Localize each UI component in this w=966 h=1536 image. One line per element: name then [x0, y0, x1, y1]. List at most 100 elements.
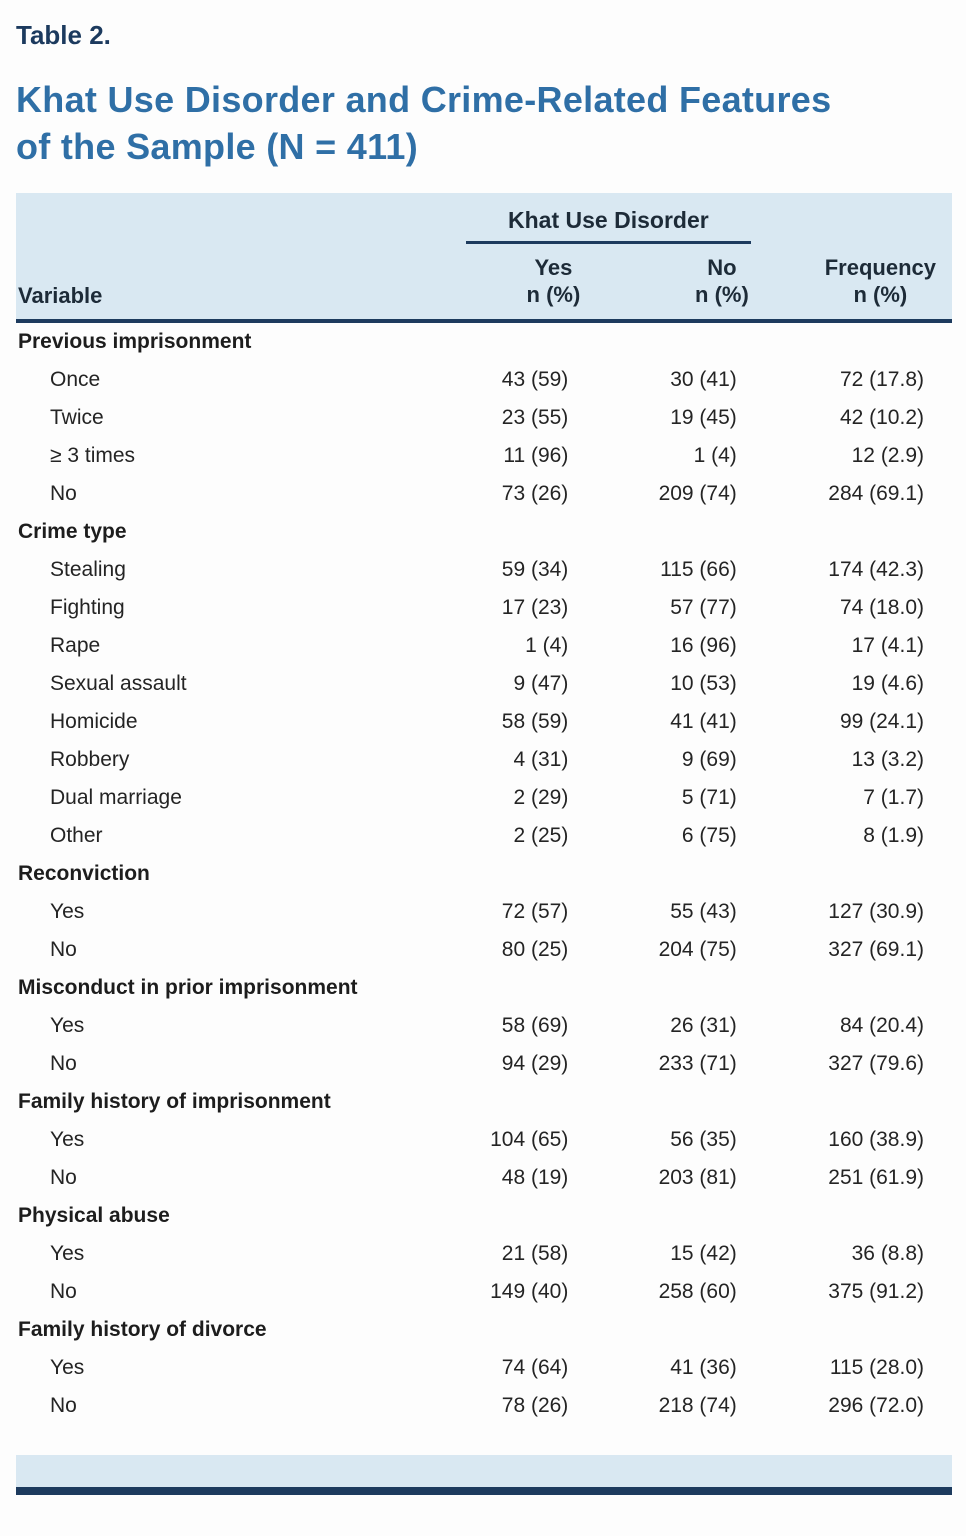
row-label: Yes [50, 1127, 85, 1151]
section-header-row: Crime type [16, 513, 952, 551]
no-value: 16 (96) [670, 633, 737, 657]
row-label: Stealing [50, 557, 126, 581]
yes-value: 11 (96) [503, 443, 569, 467]
frequency-value: 99 (24.1) [839, 709, 924, 733]
table-row: Sexual assault 9 (47) 10 (53) 19 (4.6) [16, 665, 952, 703]
no-value: 6 (75) [681, 823, 737, 847]
yes-value: 43 (59) [501, 367, 569, 391]
row-label: Other [50, 823, 103, 847]
row-label: No [50, 1165, 77, 1189]
yes-value: 23 (55) [501, 405, 569, 429]
table-row: Robbery 4 (31) 9 (69) 13 (3.2) [16, 741, 952, 779]
no-value: 30 (41) [670, 367, 737, 391]
section-title: Family history of imprisonment [18, 1089, 331, 1113]
no-value: 19 (45) [670, 405, 737, 429]
column-header-no-line2: n (%) [695, 282, 749, 308]
no-value: 5 (71) [681, 785, 737, 809]
frequency-value: 84 (20.4) [839, 1013, 924, 1037]
yes-value: 9 (47) [513, 671, 569, 695]
frequency-value: 12 (2.9) [851, 443, 924, 467]
table-row: No 94 (29) 233 (71) 327 (79.6) [16, 1045, 952, 1083]
statistics-table: Khat Use Disorder Variable Yes n (%) No … [16, 192, 952, 1425]
frequency-value: 74 (18.0) [839, 595, 924, 619]
no-value: 15 (42) [670, 1241, 737, 1265]
row-label: Twice [50, 405, 104, 429]
table-row: Homicide 58 (59) 41 (41) 99 (24.1) [16, 703, 952, 741]
no-value: 209 (74) [658, 481, 737, 505]
no-value: 55 (43) [670, 899, 737, 923]
no-value: 1 (4) [693, 443, 737, 467]
frequency-value: 72 (17.8) [839, 367, 924, 391]
table-row: Fighting 17 (23) 57 (77) 74 (18.0) [16, 589, 952, 627]
no-value: 26 (31) [670, 1013, 737, 1037]
section-title: Family history of divorce [18, 1317, 267, 1341]
row-label: Yes [50, 1241, 85, 1265]
no-value: 203 (81) [658, 1165, 737, 1189]
frequency-value: 17 (4.1) [851, 633, 924, 657]
row-label: Homicide [50, 709, 138, 733]
column-header-frequency-line2: n (%) [853, 282, 908, 308]
row-label: Yes [50, 1355, 85, 1379]
frequency-value: 8 (1.9) [863, 823, 924, 847]
yes-value: 2 (29) [513, 785, 569, 809]
yes-value: 1 (4) [525, 633, 569, 657]
row-label: Fighting [50, 595, 125, 619]
frequency-value: 13 (3.2) [851, 747, 924, 771]
column-header-no: No n (%) [596, 243, 765, 323]
table-row: No 80 (25) 204 (75) 327 (69.1) [16, 931, 952, 969]
yes-value: 104 (65) [490, 1127, 569, 1151]
table-footer-rule [16, 1486, 952, 1495]
yes-value: 2 (25) [513, 823, 569, 847]
frequency-value: 115 (28.0) [829, 1355, 924, 1379]
no-value: 57 (77) [670, 595, 737, 619]
frequency-value: 127 (30.9) [828, 899, 924, 923]
bottom-gap [16, 1425, 952, 1455]
column-header-frequency: Frequency n (%) [764, 243, 952, 323]
frequency-value: 36 (8.8) [851, 1241, 924, 1265]
frequency-value: 284 (69.1) [828, 481, 924, 505]
row-label: Sexual assault [50, 671, 187, 695]
table-row: No 149 (40) 258 (60) 375 (91.2) [16, 1273, 952, 1311]
section-title: Reconviction [18, 861, 150, 885]
table-row: Rape 1 (4) 16 (96) 17 (4.1) [16, 627, 952, 665]
no-value: 41 (41) [670, 709, 737, 733]
no-value: 115 (66) [660, 557, 737, 581]
column-header-row: Variable Yes n (%) No n (%) Frequency [16, 243, 952, 323]
row-label: Rape [50, 633, 101, 657]
row-label: No [50, 1051, 77, 1075]
frequency-value: 174 (42.3) [828, 557, 924, 581]
table-row: Dual marriage 2 (29) 5 (71) 7 (1.7) [16, 779, 952, 817]
table-row: Other 2 (25) 6 (75) 8 (1.9) [16, 817, 952, 855]
frequency-value: 375 (91.2) [828, 1279, 924, 1303]
row-label: No [50, 481, 77, 505]
column-header-frequency-line1: Frequency [824, 254, 936, 280]
row-label: Dual marriage [50, 785, 182, 809]
frequency-value: 160 (38.9) [828, 1127, 924, 1151]
yes-value: 72 (57) [501, 899, 569, 923]
table-row: ≥ 3 times 11 (96) 1 (4) 12 (2.9) [16, 437, 952, 475]
yes-value: 94 (29) [501, 1051, 569, 1075]
no-value: 9 (69) [681, 747, 737, 771]
section-header-row: Family history of divorce [16, 1311, 952, 1349]
frequency-value: 7 (1.7) [863, 785, 924, 809]
no-value: 258 (60) [658, 1279, 737, 1303]
section-header-row: Family history of imprisonment [16, 1083, 952, 1121]
row-label: ≥ 3 times [50, 443, 136, 467]
no-value: 204 (75) [658, 937, 737, 961]
table-label: Table 2. [16, 20, 111, 50]
yes-value: 58 (59) [501, 709, 569, 733]
spanning-header-spacer-right [765, 193, 952, 244]
table-title-line2: of the Sample (N = 411) [16, 125, 419, 167]
table-row: Yes 104 (65) 56 (35) 160 (38.9) [16, 1121, 952, 1159]
section-title: Physical abuse [18, 1203, 170, 1227]
table-body: Previous imprisonment Once 43 (59) 30 (41) 7… [16, 321, 952, 1425]
frequency-value: 19 (4.6) [851, 671, 924, 695]
page: Table 2. Khat Use Disorder and Crime-Rel… [16, 20, 952, 1495]
row-label: Yes [50, 1013, 85, 1037]
section-header-row: Previous imprisonment [16, 321, 952, 361]
no-value: 233 (71) [658, 1051, 737, 1075]
column-header-variable: Variable [16, 243, 456, 323]
section-header-row: Reconviction [16, 855, 952, 893]
row-label: Once [50, 367, 101, 391]
table-row: Yes 72 (57) 55 (43) 127 (30.9) [16, 893, 952, 931]
